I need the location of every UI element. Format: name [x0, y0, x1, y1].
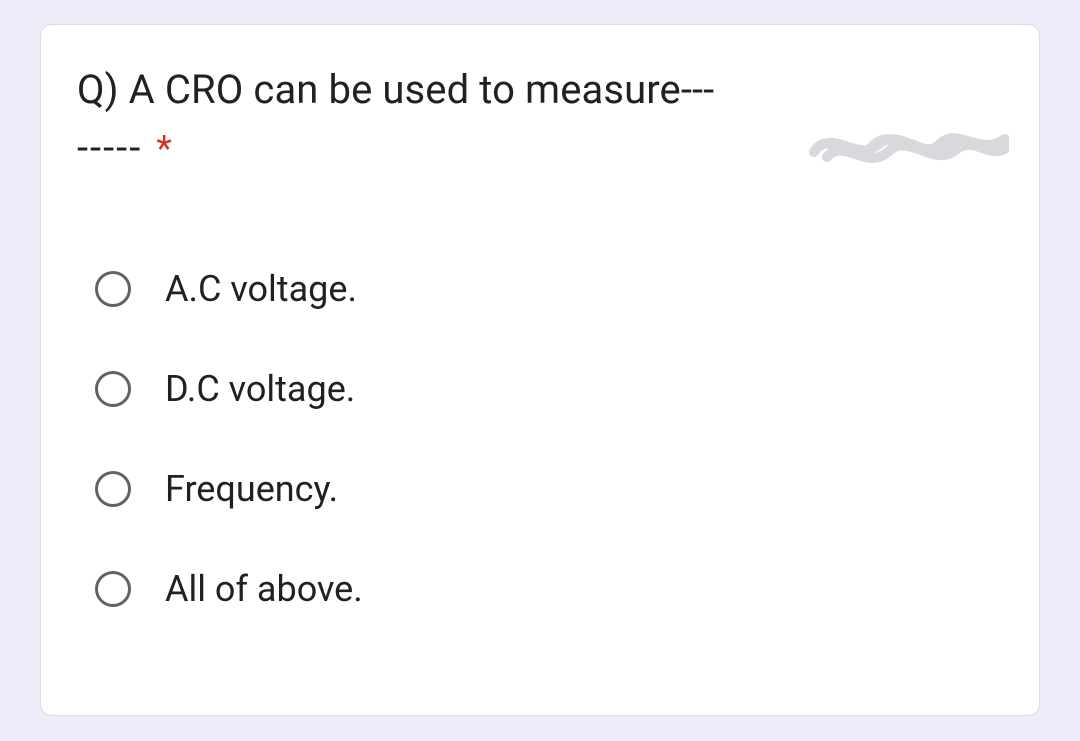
required-asterisk: *: [156, 128, 172, 170]
question-card: Q) A CRO can be used to measure--- -----…: [40, 24, 1040, 716]
option-label: A.C voltage.: [165, 268, 357, 310]
option-ac-voltage[interactable]: A.C voltage.: [77, 265, 1003, 313]
option-label: All of above.: [165, 568, 363, 610]
option-dc-voltage[interactable]: D.C voltage.: [77, 365, 1003, 413]
radio-icon[interactable]: [95, 371, 131, 407]
question-line2: -----: [77, 124, 142, 171]
radio-icon[interactable]: [95, 471, 131, 507]
question-text: Q) A CRO can be used to measure--- -----…: [77, 61, 1003, 177]
option-label: Frequency.: [165, 468, 338, 510]
option-all-of-above[interactable]: All of above.: [77, 565, 1003, 613]
radio-icon[interactable]: [95, 571, 131, 607]
option-label: D.C voltage.: [165, 368, 355, 410]
question-block: Q) A CRO can be used to measure--- -----…: [77, 61, 1003, 177]
options-list: A.C voltage. D.C voltage. Frequency. All…: [77, 265, 1003, 613]
option-frequency[interactable]: Frequency.: [77, 465, 1003, 513]
question-line1: Q) A CRO can be used to measure---: [77, 66, 714, 113]
radio-icon[interactable]: [95, 271, 131, 307]
